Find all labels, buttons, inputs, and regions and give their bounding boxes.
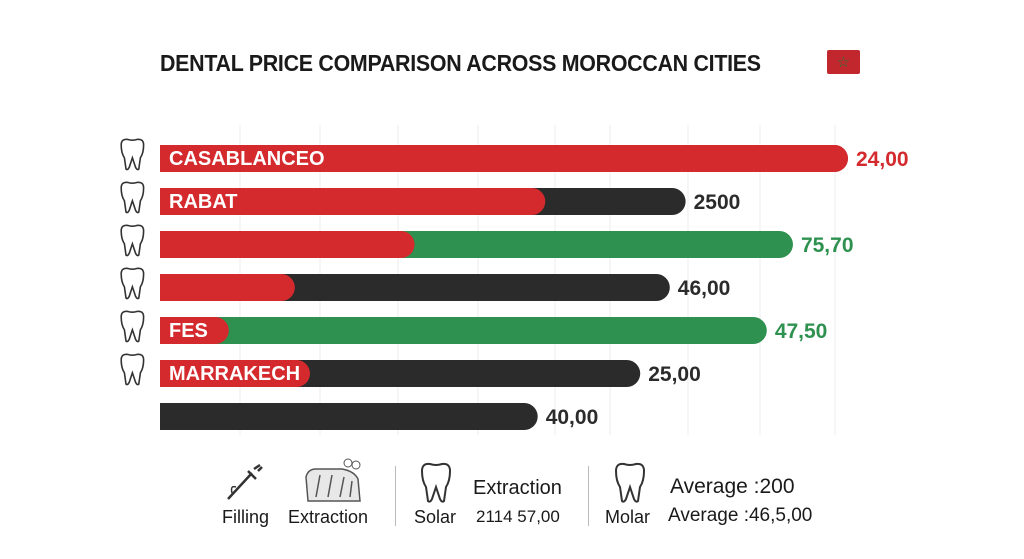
bar-label: FES [169,320,208,342]
bar-red-segment [160,360,310,387]
value-label: 46,00 [678,277,731,300]
bar-red-segment [160,274,295,301]
value-label: 75,70 [801,234,854,257]
legend-solar-label: Solar [414,507,457,527]
legend-solar-heading: Extraction [473,477,562,499]
bar-label: RABAT [169,191,238,213]
bar-track [160,317,767,344]
bar-track [160,403,538,430]
value-label: 25,00 [648,363,701,386]
value-label: 24,00 [856,148,909,171]
bar-red-cap [160,360,174,387]
value-label: 2500 [694,191,741,214]
tooth-icon [120,310,145,343]
legend-extraction-label: Extraction [288,507,369,527]
legend-molar-line2: Average :46,5,00 [668,505,813,526]
tooth-icon [120,224,145,257]
legend-divider [395,466,396,526]
bar-red-cap [160,231,174,258]
bar-red-segment [160,317,229,344]
legend-filling-label: Filling [222,507,270,527]
bar-red-cap [160,145,174,172]
tooth-icon [120,138,145,171]
legend-molar-line1: Average :200 [670,475,795,498]
tooth-icon [120,181,145,214]
bar-label: MARRAKECH [169,363,300,385]
bar-red-segment [160,231,415,258]
tooth-icon [120,267,145,300]
legend-solar-value: 2114 57,00 [476,507,560,526]
morocco-flag-icon: ☆ [827,50,860,74]
value-label: 40,00 [546,406,599,429]
tooth-icon [614,462,646,503]
teeth-extraction-icon [305,458,361,502]
chart-title: DENTAL PRICE COMPARISON ACROSS MOROCCAN … [160,50,761,76]
bar-label: CASABLANCEO [169,148,325,170]
value-label: 47,50 [775,320,828,343]
bar-red-segment [160,145,848,172]
bar-track-cap [160,403,174,430]
legend-molar-label: Molar [605,507,651,527]
legend: Filling Extraction Solar Extraction 2114… [0,455,1024,545]
syringe-icon [227,463,263,500]
bar-red-segment [160,188,546,215]
legend-divider [588,466,589,526]
tooth-icon [420,462,452,503]
tooth-icon [120,353,145,386]
bar-red-cap [160,317,174,344]
bar-red-cap [160,188,174,215]
bar-red-cap [160,274,174,301]
